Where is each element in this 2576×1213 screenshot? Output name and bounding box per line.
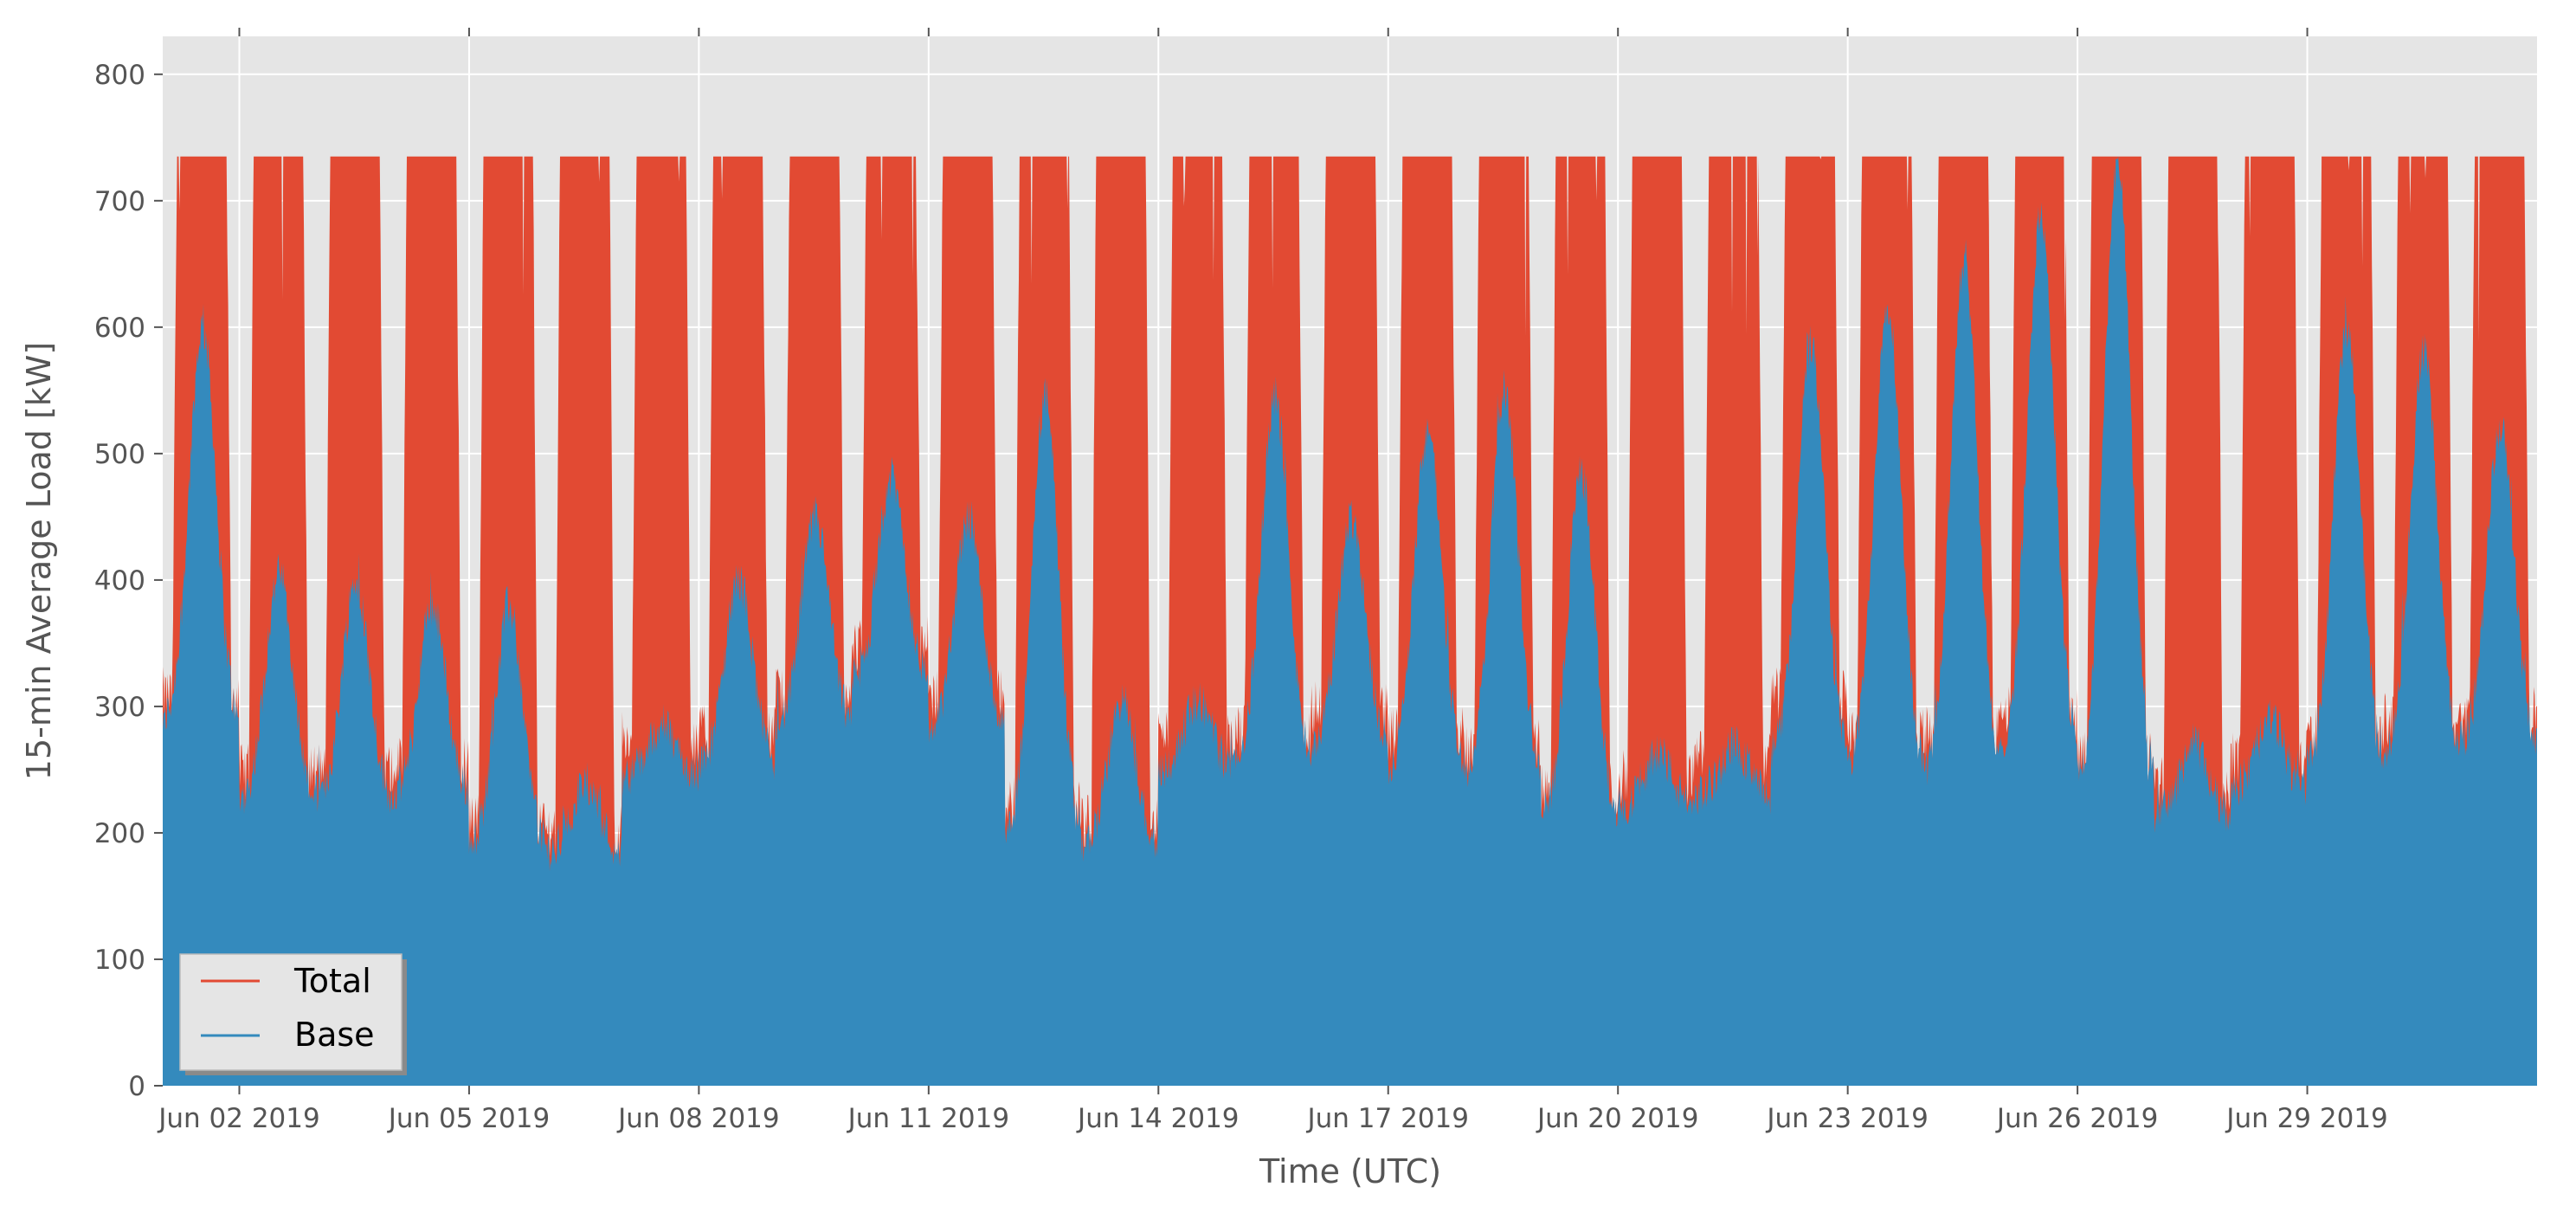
y-tick-label: 100 xyxy=(94,945,145,976)
x-tick-label: Jun 08 2019 xyxy=(616,1103,779,1134)
series-base-area xyxy=(163,156,2537,1087)
y-tick-label: 700 xyxy=(94,186,145,217)
y-tick-label: 200 xyxy=(94,818,145,849)
legend-box xyxy=(179,953,402,1071)
x-tick-label: Jun 17 2019 xyxy=(1305,1103,1468,1134)
x-tick-label: Jun 26 2019 xyxy=(1995,1103,2158,1134)
legend-base-label: Base xyxy=(294,1016,375,1054)
legend: Total Base xyxy=(179,953,407,1075)
axis-ticks xyxy=(154,28,2309,1094)
legend-total-label: Total xyxy=(293,962,371,1000)
x-axis-label: Time (UTC) xyxy=(1259,1152,1441,1190)
x-tick-label: Jun 14 2019 xyxy=(1076,1103,1239,1134)
x-tick-label: Jun 05 2019 xyxy=(387,1103,550,1134)
x-tick-label: Jun 23 2019 xyxy=(1765,1103,1928,1134)
y-tick-label: 300 xyxy=(94,692,145,723)
y-tick-label: 400 xyxy=(94,565,145,597)
y-axis-label: 15-min Average Load [kW] xyxy=(20,342,58,780)
x-tick-labels: Jun 02 2019 Jun 05 2019 Jun 08 2019 Jun 11 … xyxy=(157,1103,2388,1134)
x-tick-label: Jun 02 2019 xyxy=(157,1103,319,1134)
y-tick-label: 0 xyxy=(128,1071,145,1102)
y-tick-label: 800 xyxy=(94,60,145,91)
x-tick-label: Jun 20 2019 xyxy=(1536,1103,1698,1134)
x-tick-label: Jun 11 2019 xyxy=(847,1103,1009,1134)
y-tick-labels: 0 100 200 300 400 500 600 700 800 xyxy=(94,60,145,1102)
y-tick-label: 500 xyxy=(94,439,145,470)
x-tick-label: Jun 29 2019 xyxy=(2225,1103,2387,1134)
y-tick-label: 600 xyxy=(94,313,145,344)
